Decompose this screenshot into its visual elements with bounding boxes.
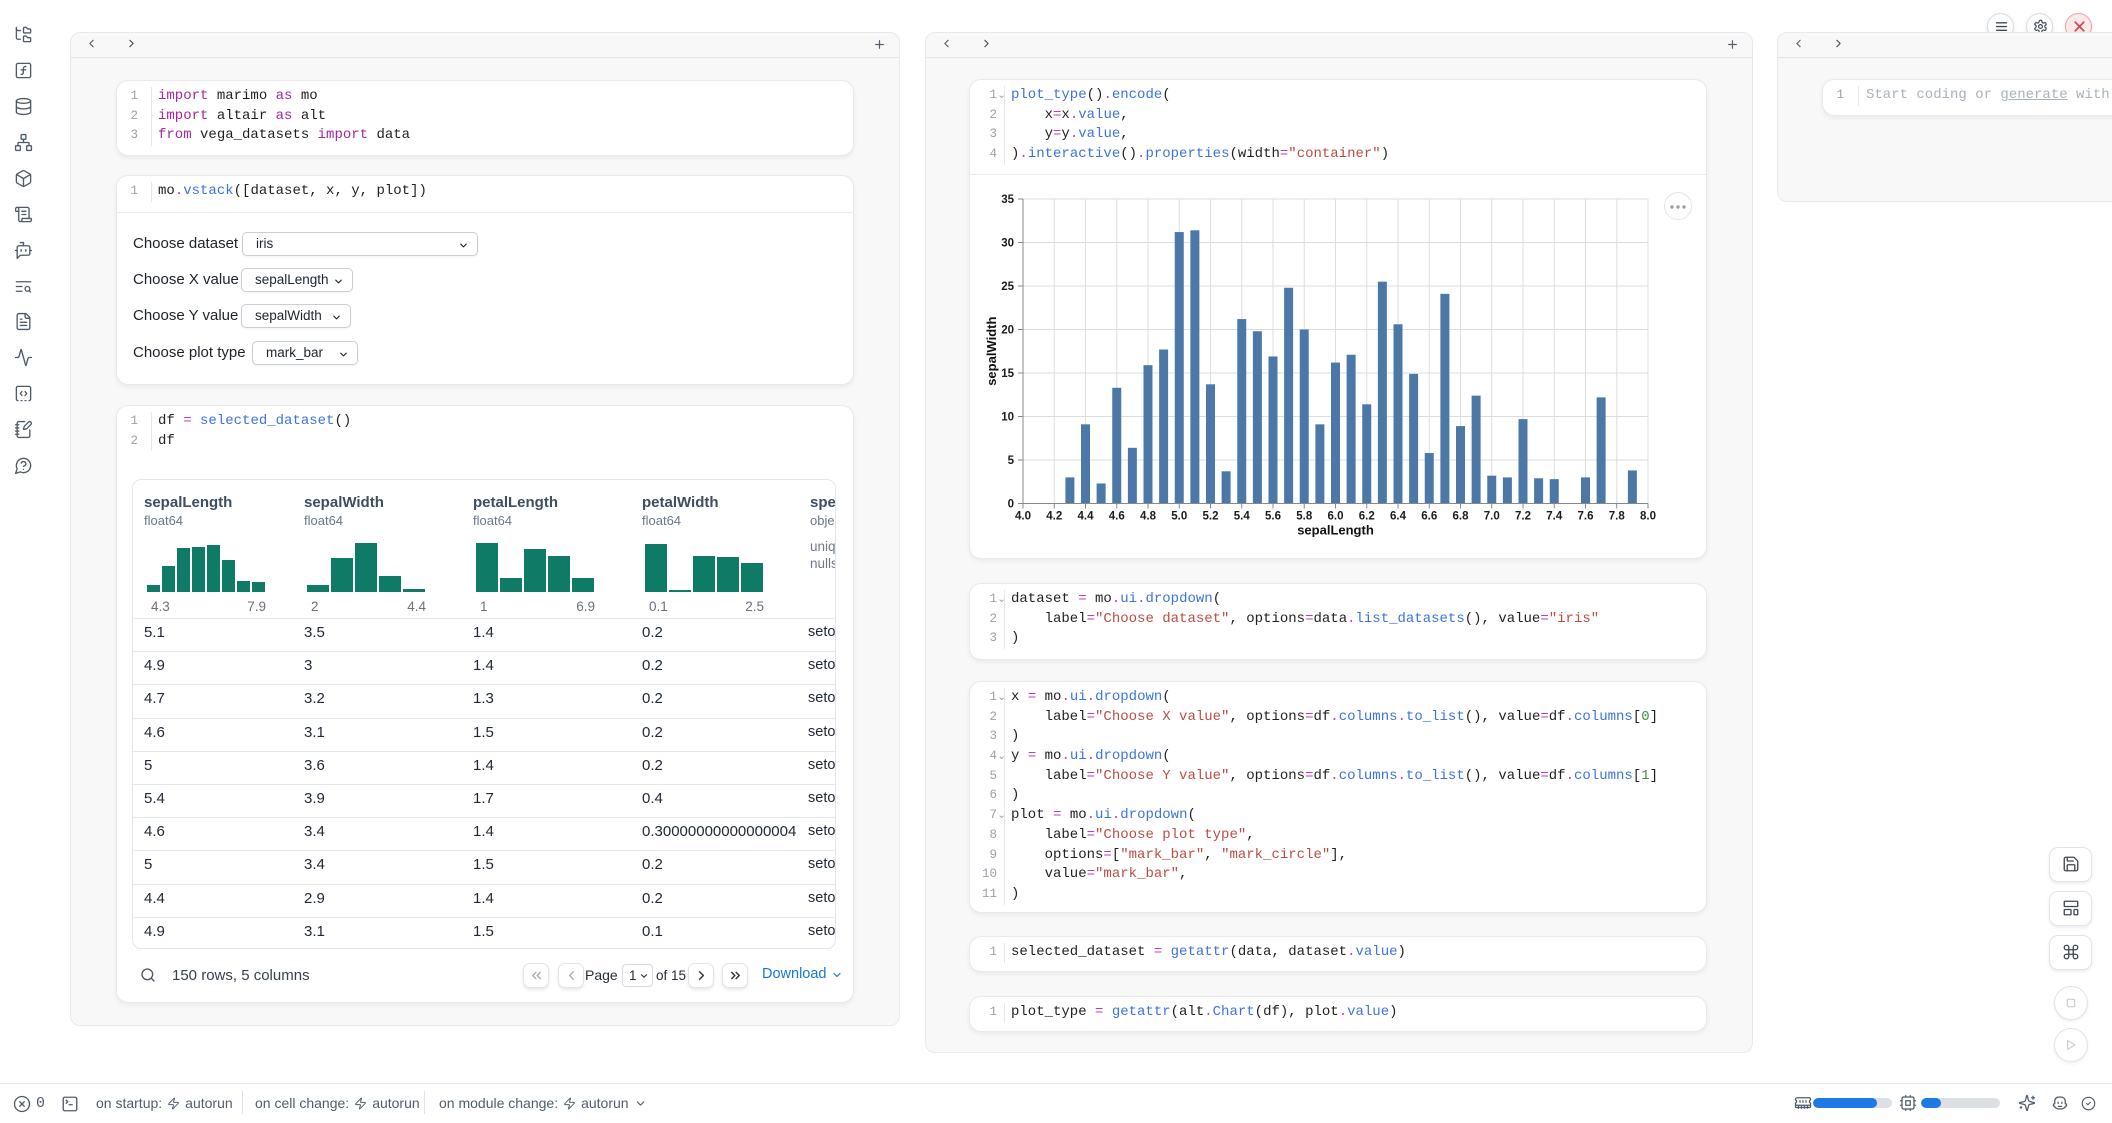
- svg-text:30: 30: [1001, 238, 1014, 250]
- svg-text:4.0: 4.0: [1015, 511, 1031, 523]
- svg-text:sepalWidth: sepalWidth: [984, 317, 999, 386]
- svg-text:sepalLength: sepalLength: [1297, 523, 1374, 538]
- svg-text:7.6: 7.6: [1578, 511, 1594, 523]
- svg-text:5.2: 5.2: [1203, 511, 1219, 523]
- svg-text:4.8: 4.8: [1140, 511, 1157, 523]
- svg-text:6.8: 6.8: [1453, 511, 1470, 523]
- svg-text:7.8: 7.8: [1609, 511, 1626, 523]
- svg-text:20: 20: [1001, 325, 1014, 337]
- svg-text:5.0: 5.0: [1171, 511, 1187, 523]
- svg-text:4.2: 4.2: [1046, 511, 1062, 523]
- svg-text:7.2: 7.2: [1515, 511, 1531, 523]
- svg-text:35: 35: [1001, 194, 1014, 206]
- svg-text:4.4: 4.4: [1078, 511, 1095, 523]
- svg-text:5.6: 5.6: [1265, 511, 1281, 523]
- svg-text:6.6: 6.6: [1421, 511, 1437, 523]
- svg-text:6.2: 6.2: [1359, 511, 1375, 523]
- svg-text:5.4: 5.4: [1234, 511, 1251, 523]
- svg-text:6.0: 6.0: [1328, 511, 1344, 523]
- svg-text:15: 15: [1001, 368, 1014, 380]
- svg-text:6.4: 6.4: [1390, 511, 1407, 523]
- svg-text:7.0: 7.0: [1484, 511, 1500, 523]
- svg-text:5.8: 5.8: [1296, 511, 1313, 523]
- svg-text:7.4: 7.4: [1546, 511, 1563, 523]
- svg-text:4.6: 4.6: [1109, 511, 1125, 523]
- svg-text:10: 10: [1001, 412, 1014, 424]
- svg-text:0: 0: [1008, 499, 1014, 511]
- svg-text:25: 25: [1001, 281, 1014, 293]
- svg-text:8.0: 8.0: [1640, 511, 1656, 523]
- svg-text:5: 5: [1008, 455, 1015, 467]
